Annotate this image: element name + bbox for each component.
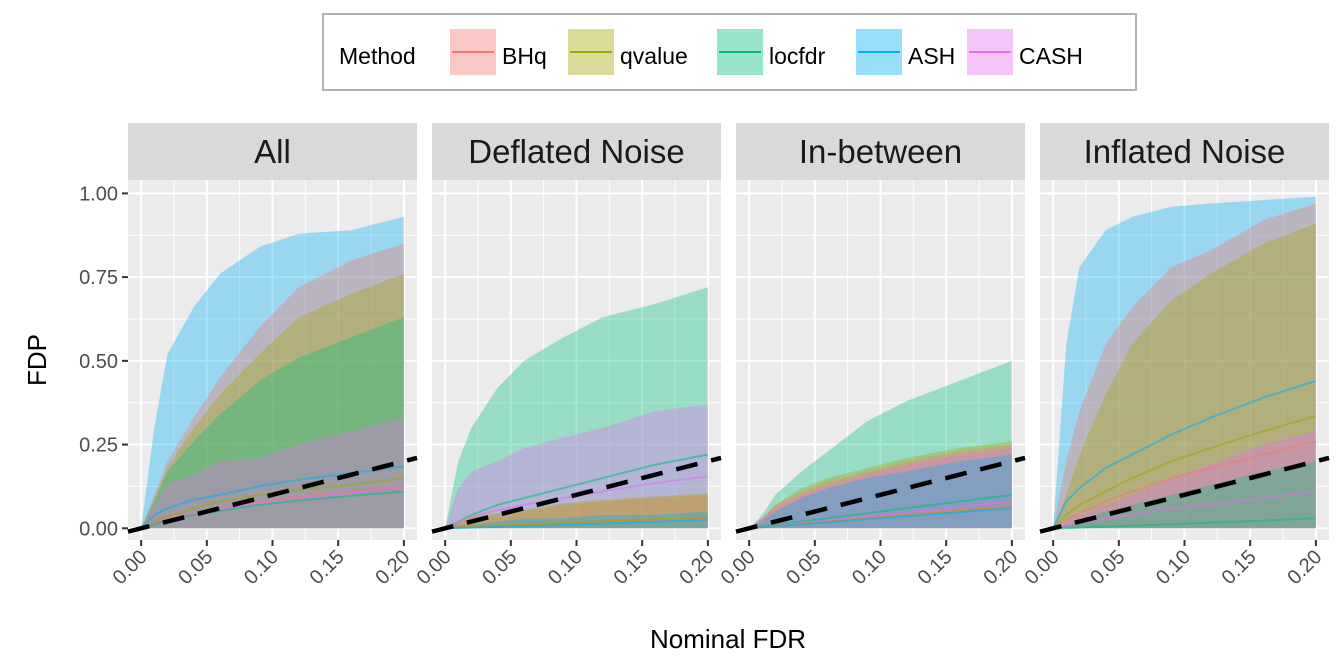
reference-line <box>1039 455 1330 534</box>
ribbon-CASH <box>1053 431 1316 529</box>
legend: Method BHq qvalue locfdr ASH CASH <box>322 13 1137 91</box>
x-tick-label: 0.05 <box>1086 546 1129 589</box>
mean-line-qvalue <box>1052 415 1317 529</box>
mean-line-BHq <box>1052 440 1317 530</box>
strip-label: Inflated Noise <box>1084 133 1286 170</box>
reference-line <box>431 455 722 534</box>
mean-line-ASH <box>1052 379 1317 529</box>
ribbon-qvalue <box>141 273 404 529</box>
legend-label-CASH: CASH <box>1019 43 1083 69</box>
legend-title: Method <box>339 43 416 69</box>
x-tick-label: 0.05 <box>174 546 217 589</box>
x-tick-label: 0.05 <box>478 546 521 589</box>
legend-label-ASH: ASH <box>908 43 955 69</box>
ribbon-qvalue <box>1053 223 1316 529</box>
x-tick-label: 0.15 <box>1218 546 1261 589</box>
strip <box>736 123 1025 180</box>
mean-line-qvalue <box>140 477 404 530</box>
x-tick-label: 0.20 <box>1283 546 1326 589</box>
reference-line <box>127 455 418 534</box>
mean-line-ASH <box>445 518 708 530</box>
x-tick-label: 0.00 <box>1021 546 1064 589</box>
mean-line-locfdr <box>140 490 404 530</box>
ribbon-CASH <box>141 417 404 529</box>
x-tick-label: 0.10 <box>240 546 283 589</box>
mean-line-ASH <box>749 507 1012 530</box>
x-tick-label: 0.20 <box>675 546 718 589</box>
strip <box>432 123 721 180</box>
mean-line-CASH <box>444 475 708 530</box>
x-tick-label: 0.00 <box>109 546 152 589</box>
ribbon-ASH <box>445 511 708 529</box>
x-tick-label: 0.20 <box>371 546 414 589</box>
strip-label: In-between <box>799 133 962 170</box>
y-tick-label: 0.50 <box>79 351 118 373</box>
strip-label: Deflated Noise <box>468 133 684 170</box>
x-tick-label: 0.05 <box>782 546 825 589</box>
y-axis-title: FDP <box>22 334 52 386</box>
mean-line-locfdr <box>1053 517 1316 530</box>
x-tick-label: 0.15 <box>306 546 349 589</box>
reference-line <box>735 455 1026 534</box>
panel-1: Deflated Noise 0.00 0.05 0.10 0.15 0.20 <box>413 123 722 589</box>
legend-label-BHq: BHq <box>502 43 547 69</box>
x-tick-label: 0.15 <box>914 546 957 589</box>
y-tick-label: 0.00 <box>79 518 118 540</box>
ribbon-qvalue <box>749 441 1012 529</box>
strip <box>128 123 417 180</box>
x-tick-label: 0.00 <box>717 546 760 589</box>
mean-line-CASH <box>1052 490 1316 530</box>
ribbon-ASH <box>1053 196 1316 529</box>
x-tick-label: 0.10 <box>848 546 891 589</box>
y-tick-label: 0.25 <box>79 435 118 457</box>
y-tick-label: 0.75 <box>79 267 118 289</box>
ribbon-ASH <box>141 216 404 529</box>
x-tick-label: 0.20 <box>979 546 1022 589</box>
ribbon-CASH <box>445 404 708 529</box>
ribbon-BHq <box>1053 203 1316 529</box>
ribbon-BHq <box>141 243 404 529</box>
strip-label: All <box>254 133 291 170</box>
legend-label-qvalue: qvalue <box>620 43 688 69</box>
x-tick-label: 0.00 <box>413 546 456 589</box>
x-tick-label: 0.15 <box>610 546 653 589</box>
panel-3: Inflated Noise 0.00 0.05 0.10 0.15 0.20 <box>1021 123 1330 589</box>
x-axis-title: Nominal FDR <box>650 624 806 654</box>
strip <box>1040 123 1329 180</box>
x-tick-label: 0.10 <box>1152 546 1195 589</box>
mean-line-ASH <box>140 465 404 529</box>
panel-2: In-between 0.00 0.05 0.10 0.15 0.20 <box>717 123 1026 589</box>
y-tick-label: 1.00 <box>79 183 118 205</box>
panel-0: All 0.00 0.05 0.10 0.15 0.20 0.00 0.25 0.50 0.75 1… <box>79 123 418 589</box>
x-tick-label: 0.10 <box>544 546 587 589</box>
ribbon-locfdr <box>749 360 1012 529</box>
legend-label-locfdr: locfdr <box>769 43 826 69</box>
